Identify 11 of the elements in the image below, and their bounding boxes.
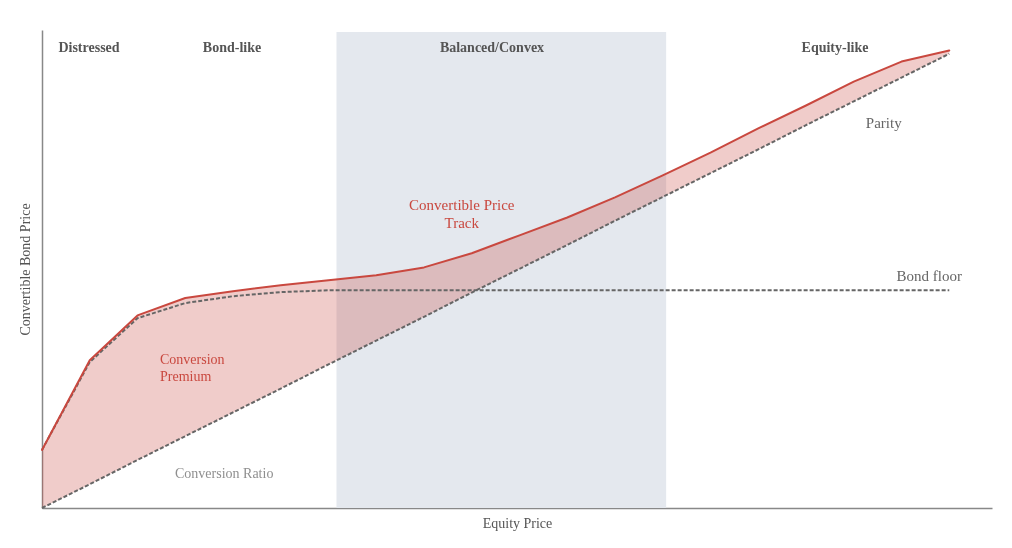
annotation: Bond-like (202, 40, 262, 55)
annotation: Equity-like (801, 40, 869, 55)
y-axis-title: Convertible Bond Price (17, 203, 33, 336)
annotation: Balanced/Convex (439, 40, 545, 55)
annotation: Distressed (58, 40, 120, 55)
x-axis-title: Equity Price (482, 515, 553, 531)
annotation: Conversion Premium (160, 352, 225, 384)
annotation: Conversion Ratio (175, 466, 274, 481)
series-label: Parity (865, 115, 903, 132)
series-label: Convertible Price Track (409, 197, 515, 232)
series-label: Bond floor (896, 268, 962, 285)
